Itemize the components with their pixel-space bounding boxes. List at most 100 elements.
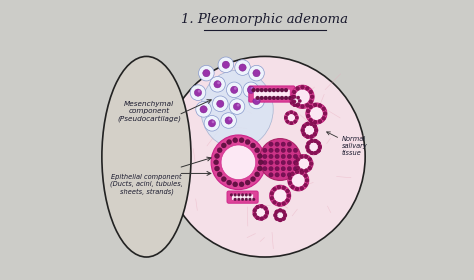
Circle shape: [281, 148, 285, 153]
Circle shape: [291, 185, 294, 189]
Circle shape: [318, 145, 322, 149]
Circle shape: [255, 96, 260, 100]
Circle shape: [291, 85, 314, 109]
Circle shape: [318, 104, 322, 108]
Circle shape: [296, 157, 300, 161]
Circle shape: [241, 193, 244, 196]
Circle shape: [255, 148, 260, 153]
Circle shape: [306, 139, 321, 155]
FancyBboxPatch shape: [227, 191, 258, 203]
Circle shape: [227, 180, 232, 185]
Circle shape: [310, 151, 314, 155]
Circle shape: [310, 95, 314, 99]
Circle shape: [214, 81, 221, 88]
Circle shape: [301, 128, 305, 132]
Circle shape: [294, 162, 299, 166]
Circle shape: [309, 105, 313, 109]
Circle shape: [164, 56, 365, 257]
Circle shape: [190, 85, 206, 101]
Circle shape: [322, 107, 326, 111]
Circle shape: [284, 111, 298, 125]
Circle shape: [293, 95, 296, 99]
Circle shape: [281, 167, 285, 171]
Circle shape: [287, 114, 295, 122]
Circle shape: [269, 154, 273, 159]
Circle shape: [286, 112, 289, 116]
Circle shape: [310, 107, 323, 120]
Circle shape: [293, 148, 298, 153]
Circle shape: [295, 155, 313, 173]
Circle shape: [296, 103, 300, 107]
Circle shape: [301, 85, 304, 89]
Circle shape: [221, 145, 255, 179]
Circle shape: [269, 148, 273, 153]
Circle shape: [217, 172, 222, 177]
Circle shape: [297, 96, 300, 99]
Circle shape: [204, 115, 220, 131]
Circle shape: [245, 180, 250, 185]
Circle shape: [305, 87, 309, 90]
Circle shape: [293, 120, 297, 123]
Circle shape: [298, 158, 310, 169]
Circle shape: [306, 114, 310, 118]
Circle shape: [322, 116, 326, 120]
Circle shape: [208, 120, 216, 127]
FancyBboxPatch shape: [254, 89, 290, 99]
Circle shape: [252, 198, 255, 201]
Circle shape: [292, 100, 296, 104]
Circle shape: [300, 169, 303, 173]
Circle shape: [230, 86, 238, 94]
Circle shape: [304, 125, 314, 135]
Circle shape: [309, 142, 319, 152]
Circle shape: [292, 174, 305, 187]
Circle shape: [300, 186, 304, 190]
Circle shape: [310, 135, 313, 139]
Circle shape: [282, 210, 285, 214]
Circle shape: [255, 172, 260, 177]
Circle shape: [292, 90, 296, 94]
Circle shape: [314, 128, 318, 132]
Circle shape: [302, 124, 306, 128]
Circle shape: [243, 82, 259, 98]
Circle shape: [287, 142, 292, 146]
Circle shape: [263, 160, 267, 165]
Circle shape: [233, 138, 238, 143]
Circle shape: [285, 199, 290, 202]
Circle shape: [253, 208, 257, 212]
Circle shape: [300, 171, 304, 174]
Circle shape: [306, 109, 310, 113]
Circle shape: [264, 206, 267, 210]
Circle shape: [260, 217, 264, 221]
FancyBboxPatch shape: [249, 86, 295, 102]
Circle shape: [272, 88, 276, 92]
Circle shape: [275, 142, 279, 146]
Circle shape: [314, 139, 318, 143]
Circle shape: [295, 116, 299, 119]
Circle shape: [221, 143, 226, 148]
Circle shape: [304, 183, 308, 187]
Circle shape: [323, 112, 327, 115]
Circle shape: [250, 177, 255, 182]
Circle shape: [281, 142, 285, 146]
Circle shape: [237, 104, 239, 107]
Text: Epithelial component
(Ducts, acini, tubules,
sheets, strands): Epithelial component (Ducts, acini, tubu…: [110, 173, 183, 195]
Circle shape: [265, 211, 269, 214]
Circle shape: [310, 162, 313, 166]
Circle shape: [212, 120, 214, 123]
Circle shape: [276, 96, 280, 100]
Circle shape: [215, 166, 219, 171]
Circle shape: [245, 193, 248, 196]
Circle shape: [310, 139, 314, 143]
Circle shape: [301, 104, 304, 108]
Circle shape: [275, 160, 279, 165]
Circle shape: [275, 154, 279, 159]
Circle shape: [273, 200, 276, 204]
Circle shape: [253, 69, 260, 77]
Circle shape: [307, 149, 310, 153]
Circle shape: [304, 174, 308, 178]
Circle shape: [272, 96, 276, 100]
Circle shape: [263, 167, 267, 171]
Circle shape: [234, 198, 237, 201]
Circle shape: [287, 154, 292, 159]
Circle shape: [284, 116, 288, 119]
